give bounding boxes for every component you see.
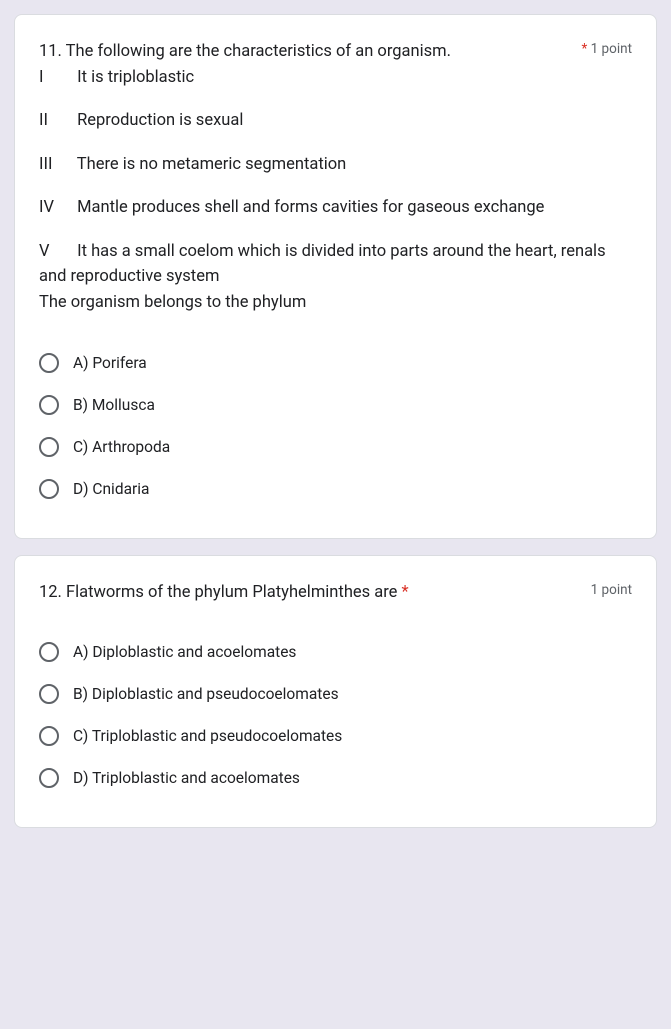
closing-text: The organism belongs to the phylum — [39, 290, 632, 316]
statement-3: III There is no metameric segmentation — [39, 152, 632, 178]
question-header: 11. The following are the characteristic… — [39, 39, 632, 90]
radio-icon — [39, 684, 59, 704]
radio-icon — [39, 353, 59, 373]
option-label: B) Diploblastic and pseudocoelomates — [73, 685, 339, 703]
points-label: * 1 point — [581, 39, 632, 57]
option-label: C) Arthropoda — [73, 438, 170, 456]
statement-text: Mantle produces shell and forms cavities… — [77, 198, 544, 217]
option-b[interactable]: B) Diploblastic and pseudocoelomates — [39, 673, 632, 715]
question-header: 12. Flatworms of the phylum Platyhelmint… — [39, 580, 632, 606]
question-title: 12. Flatworms of the phylum Platyhelmint… — [39, 583, 402, 602]
radio-icon — [39, 479, 59, 499]
option-label: D) Cnidaria — [73, 480, 149, 498]
option-label: C) Triploblastic and pseudocoelomates — [73, 727, 342, 745]
radio-icon — [39, 642, 59, 662]
question-title-block: 11. The following are the characteristic… — [39, 39, 569, 90]
option-d[interactable]: D) Triploblastic and acoelomates — [39, 757, 632, 799]
radio-icon — [39, 768, 59, 788]
statement-text: It has a small coelom which is divided i… — [39, 242, 606, 287]
statement-text: There is no metameric segmentation — [77, 155, 347, 174]
option-b[interactable]: B) Mollusca — [39, 384, 632, 426]
points-text: 1 point — [591, 41, 632, 57]
radio-icon — [39, 395, 59, 415]
points-text: 1 point — [591, 582, 632, 598]
statement-num: V — [39, 239, 73, 265]
option-d[interactable]: D) Cnidaria — [39, 468, 632, 510]
option-a[interactable]: A) Diploblastic and acoelomates — [39, 631, 632, 673]
option-label: A) Porifera — [73, 354, 147, 372]
option-a[interactable]: A) Porifera — [39, 342, 632, 384]
statement-text: It is triploblastic — [77, 68, 194, 87]
statement-text: Reproduction is sexual — [77, 111, 243, 130]
question-title-block: 12. Flatworms of the phylum Platyhelmint… — [39, 580, 579, 606]
radio-icon — [39, 726, 59, 746]
statement-num: I — [39, 65, 73, 91]
option-label: A) Diploblastic and acoelomates — [73, 643, 296, 661]
option-c[interactable]: C) Arthropoda — [39, 426, 632, 468]
statement-num: III — [39, 152, 73, 178]
statement-num: IV — [39, 195, 73, 221]
options-group: A) Diploblastic and acoelomates B) Diplo… — [39, 631, 632, 799]
question-title: 11. The following are the characteristic… — [39, 39, 569, 65]
points-label: 1 point — [591, 580, 632, 598]
statement-5: V It has a small coelom which is divided… — [39, 239, 632, 316]
option-label: B) Mollusca — [73, 396, 155, 414]
option-c[interactable]: C) Triploblastic and pseudocoelomates — [39, 715, 632, 757]
required-star: * — [402, 583, 409, 602]
options-group: A) Porifera B) Mollusca C) Arthropoda D)… — [39, 342, 632, 510]
question-card-11: 11. The following are the characteristic… — [14, 14, 657, 539]
statement-num: II — [39, 108, 73, 134]
question-card-12: 12. Flatworms of the phylum Platyhelmint… — [14, 555, 657, 829]
radio-icon — [39, 437, 59, 457]
statement-4: IV Mantle produces shell and forms cavit… — [39, 195, 632, 221]
statement-2: II Reproduction is sexual — [39, 108, 632, 134]
statement-1: I It is triploblastic — [39, 65, 569, 91]
required-star: * — [581, 41, 587, 57]
option-label: D) Triploblastic and acoelomates — [73, 769, 300, 787]
